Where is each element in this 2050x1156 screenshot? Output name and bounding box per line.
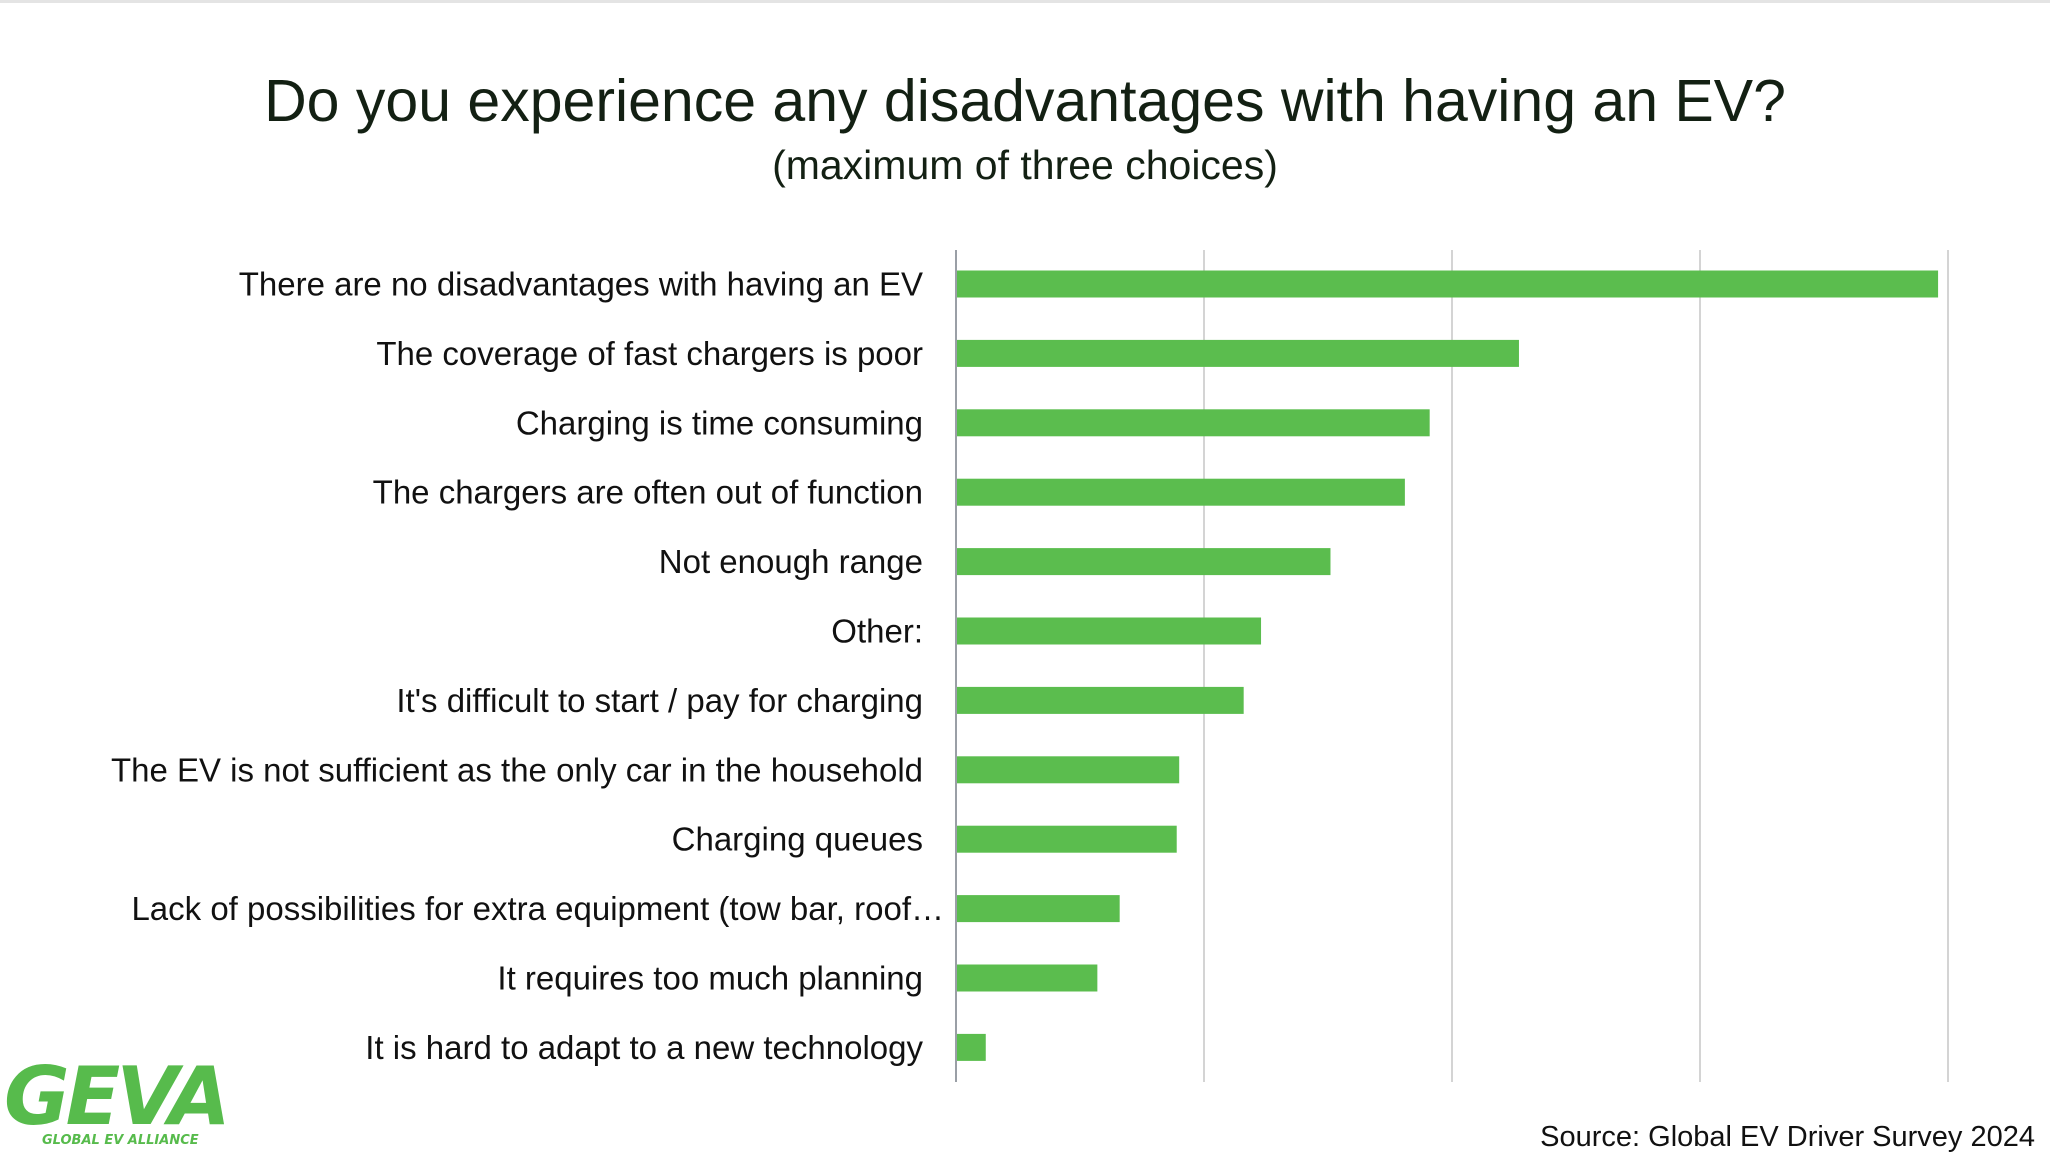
category-label: Lack of possibilities for extra equipmen… <box>131 890 944 927</box>
geva-logo: GEVA GLOBAL EV ALLIANCE <box>4 1052 231 1148</box>
category-label: Charging queues <box>672 821 923 858</box>
category-label: It is hard to adapt to a new technology <box>365 1029 923 1066</box>
bar <box>956 548 1331 576</box>
gridlines <box>1203 250 1949 1082</box>
bar <box>956 339 1519 367</box>
logo-tagline: GLOBAL EV ALLIANCE <box>42 1133 199 1148</box>
bar <box>956 825 1177 853</box>
bar <box>956 270 1939 298</box>
category-label: The chargers are often out of function <box>373 474 923 511</box>
bar <box>956 895 1120 923</box>
bar <box>956 1033 986 1061</box>
category-label: Other: <box>831 613 923 650</box>
category-label: Not enough range <box>659 543 923 580</box>
bar <box>956 617 1262 645</box>
category-label: It's difficult to start / pay for chargi… <box>396 682 923 719</box>
chart-subtitle: (maximum of three choices) <box>772 142 1278 188</box>
bar <box>956 964 1098 992</box>
bar <box>956 409 1430 437</box>
chart-title: Do you experience any disadvantages with… <box>264 68 1786 134</box>
category-labels: There are no disadvantages with having a… <box>111 266 944 1066</box>
category-label: There are no disadvantages with having a… <box>239 266 923 303</box>
top-rule <box>0 0 2050 3</box>
category-label: The coverage of fast chargers is poor <box>376 335 923 372</box>
bars <box>956 270 1939 1061</box>
bar <box>956 756 1180 784</box>
logo-wordmark: GEVA <box>4 1052 227 1143</box>
category-label: The EV is not sufficient as the only car… <box>111 751 923 788</box>
source-note: Source: Global EV Driver Survey 2024 <box>1540 1121 2035 1153</box>
bar <box>956 686 1244 714</box>
category-label: Charging is time consuming <box>516 404 923 441</box>
category-label: It requires too much planning <box>497 960 923 997</box>
bar <box>956 478 1405 506</box>
